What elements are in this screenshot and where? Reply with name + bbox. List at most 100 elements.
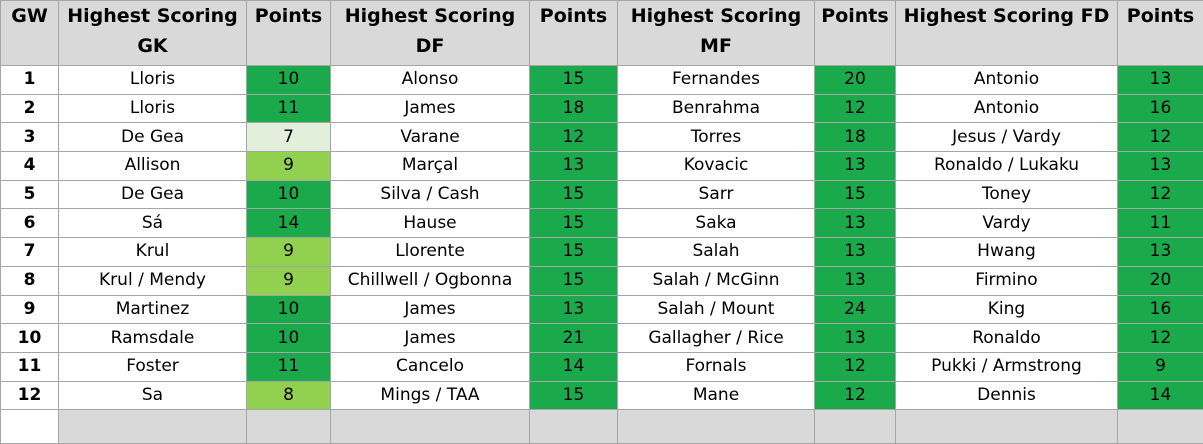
df-player-cell: Silva / Cash <box>330 179 530 210</box>
mf-points-cell: 24 <box>814 294 896 325</box>
empty-cell <box>617 409 815 444</box>
header-mf: Highest Scoring MF <box>617 0 815 66</box>
fd-points-cell: 9 <box>1117 351 1203 382</box>
mf-points-cell: 13 <box>814 208 896 239</box>
gw-cell: 2 <box>0 93 59 124</box>
mf-player-cell: Torres <box>617 122 815 153</box>
fd-points-cell: 13 <box>1117 151 1203 181</box>
fd-points-cell: 14 <box>1117 380 1203 411</box>
df-player-cell: Hause <box>330 208 530 239</box>
table-row: 12 Sa 8 Mings / TAA 15 Mane 12 Dennis 14 <box>0 380 1203 411</box>
fd-points-cell: 12 <box>1117 122 1203 153</box>
df-points-cell: 15 <box>529 237 618 267</box>
fd-player-cell: Ronaldo / Lukaku <box>895 151 1118 181</box>
empty-row <box>0 409 1203 444</box>
empty-cell <box>58 409 247 444</box>
mf-points-cell: 12 <box>814 93 896 124</box>
fd-player-cell: Hwang <box>895 237 1118 267</box>
header-gw: GW <box>0 0 59 66</box>
df-player-cell: Marçal <box>330 151 530 181</box>
df-points-cell: 15 <box>529 208 618 239</box>
mf-points-cell: 13 <box>814 237 896 267</box>
gw-cell: 4 <box>0 151 59 181</box>
table-row: 5 De Gea 10 Silva / Cash 15 Sarr 15 Toney 12 <box>0 179 1203 210</box>
fd-player-cell: Dennis <box>895 380 1118 411</box>
mf-points-cell: 12 <box>814 351 896 382</box>
table-row: 7 Krul 9 Llorente 15 Salah 13 Hwang 13 <box>0 237 1203 267</box>
fd-player-cell: Pukki / Armstrong <box>895 351 1118 382</box>
mf-points-cell: 15 <box>814 179 896 210</box>
gk-points-cell: 10 <box>246 65 331 95</box>
mf-points-cell: 12 <box>814 380 896 411</box>
table-row: 8 Krul / Mendy 9 Chillwell / Ogbonna 15 Salah… <box>0 265 1203 296</box>
mf-points-cell: 20 <box>814 65 896 95</box>
gk-points-cell: 7 <box>246 122 331 153</box>
gk-points-cell: 9 <box>246 151 331 181</box>
mf-points-cell: 13 <box>814 265 896 296</box>
mf-player-cell: Fornals <box>617 351 815 382</box>
table-row: 10 Ramsdale 10 James 21 Gallagher / Rice 13 Ron… <box>0 323 1203 353</box>
fd-points-cell: 12 <box>1117 323 1203 353</box>
gw-cell: 6 <box>0 208 59 239</box>
df-points-cell: 15 <box>529 65 618 95</box>
gw-cell: 10 <box>0 323 59 353</box>
df-player-cell: James <box>330 93 530 124</box>
empty-cell <box>330 409 530 444</box>
fd-player-cell: Ronaldo <box>895 323 1118 353</box>
df-player-cell: Llorente <box>330 237 530 267</box>
df-player-cell: Mings / TAA <box>330 380 530 411</box>
mf-points-cell: 13 <box>814 323 896 353</box>
fd-points-cell: 16 <box>1117 294 1203 325</box>
gk-points-cell: 9 <box>246 237 331 267</box>
gk-player-cell: Martinez <box>58 294 247 325</box>
fd-points-cell: 13 <box>1117 237 1203 267</box>
gk-player-cell: De Gea <box>58 179 247 210</box>
df-points-cell: 18 <box>529 93 618 124</box>
gk-player-cell: Lloris <box>58 65 247 95</box>
mf-player-cell: Salah / Mount <box>617 294 815 325</box>
mf-player-cell: Saka <box>617 208 815 239</box>
df-player-cell: James <box>330 323 530 353</box>
empty-cell <box>1117 409 1203 444</box>
fd-points-cell: 11 <box>1117 208 1203 239</box>
gw-cell: 1 <box>0 65 59 95</box>
gw-cell: 8 <box>0 265 59 296</box>
mf-points-cell: 18 <box>814 122 896 153</box>
header-df-points: Points <box>529 0 618 66</box>
empty-cell <box>895 409 1118 444</box>
gk-points-cell: 9 <box>246 265 331 296</box>
fd-player-cell: Jesus / Vardy <box>895 122 1118 153</box>
header-fd-points: Points <box>1117 0 1203 66</box>
gk-points-cell: 10 <box>246 323 331 353</box>
gk-points-cell: 11 <box>246 351 331 382</box>
fd-player-cell: Toney <box>895 179 1118 210</box>
table-row: 2 Lloris 11 James 18 Benrahma 12 Antonio 16 <box>0 93 1203 124</box>
gk-player-cell: Krul / Mendy <box>58 265 247 296</box>
fd-points-cell: 13 <box>1117 65 1203 95</box>
gk-player-cell: De Gea <box>58 122 247 153</box>
gk-player-cell: Foster <box>58 351 247 382</box>
df-points-cell: 12 <box>529 122 618 153</box>
gk-player-cell: Lloris <box>58 93 247 124</box>
mf-player-cell: Mane <box>617 380 815 411</box>
mf-player-cell: Salah <box>617 237 815 267</box>
table-row: 9 Martinez 10 James 13 Salah / Mount 24 King 16 <box>0 294 1203 325</box>
df-player-cell: Varane <box>330 122 530 153</box>
gw-cell: 5 <box>0 179 59 210</box>
gk-points-cell: 10 <box>246 294 331 325</box>
table-row: 1 Lloris 10 Alonso 15 Fernandes 20 Antonio 13 <box>0 65 1203 95</box>
empty-cell <box>0 409 59 444</box>
gk-player-cell: Krul <box>58 237 247 267</box>
df-points-cell: 21 <box>529 323 618 353</box>
mf-player-cell: Sarr <box>617 179 815 210</box>
table-body: 1 Lloris 10 Alonso 15 Fernandes 20 Antonio 13 2 Ll… <box>0 65 1203 444</box>
gk-player-cell: Ramsdale <box>58 323 247 353</box>
fd-player-cell: Firmino <box>895 265 1118 296</box>
mf-player-cell: Fernandes <box>617 65 815 95</box>
fd-points-cell: 20 <box>1117 265 1203 296</box>
fd-player-cell: Antonio <box>895 65 1118 95</box>
table-row: 3 De Gea 7 Varane 12 Torres 18 Jesus / Vardy 12 <box>0 122 1203 153</box>
fd-points-cell: 16 <box>1117 93 1203 124</box>
header-mf-points: Points <box>814 0 896 66</box>
